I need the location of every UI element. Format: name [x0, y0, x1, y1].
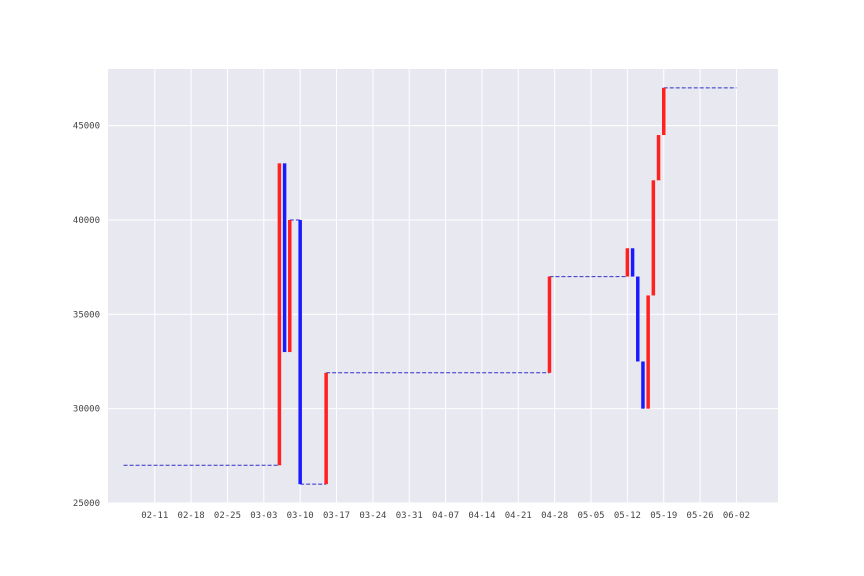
x-tick-label: 03-17 — [323, 511, 350, 521]
bars — [277, 87, 666, 485]
x-tick-label: 03-03 — [250, 511, 277, 521]
up-bar — [625, 248, 630, 277]
grid — [108, 69, 778, 504]
up-bar — [288, 219, 292, 353]
down-bar — [282, 163, 287, 353]
x-tick-label: 06-02 — [723, 511, 750, 521]
y-tick-label: 40000 — [73, 216, 100, 226]
y-tick-label: 25000 — [73, 499, 100, 509]
x-tick-label: 03-10 — [287, 511, 314, 521]
x-tick-label: 03-31 — [396, 511, 423, 521]
x-tick-label: 04-14 — [468, 511, 495, 521]
down-bar — [641, 361, 645, 409]
down-bar — [630, 248, 635, 277]
x-tick-label: 05-26 — [687, 511, 714, 521]
x-tick-label: 04-07 — [432, 511, 459, 521]
up-bar — [661, 87, 666, 136]
up-bar — [277, 163, 282, 466]
y-tick-label: 35000 — [73, 310, 100, 320]
y-tick-labels: 25000 30000 35000 40000 45000 — [73, 122, 100, 509]
x-tick-label: 04-28 — [541, 511, 568, 521]
x-tick-label: 05-05 — [577, 511, 604, 521]
x-tick-label: 02-11 — [141, 511, 168, 521]
x-tick-label: 04-21 — [505, 511, 532, 521]
y-tick-label: 30000 — [73, 405, 100, 415]
up-bar — [547, 276, 552, 373]
y-tick-label: 45000 — [73, 122, 100, 132]
up-bar — [651, 180, 656, 296]
x-tick-label: 03-24 — [359, 511, 386, 521]
x-tick-label: 05-19 — [650, 511, 677, 521]
up-bar — [324, 372, 328, 485]
x-tick-labels: 02-11 02-18 02-25 03-03 03-10 03-17 03-24 03-31… — [141, 511, 750, 521]
x-tick-label: 05-12 — [614, 511, 641, 521]
x-tick-label: 02-18 — [178, 511, 205, 521]
up-bar — [656, 135, 661, 181]
up-bar — [646, 295, 650, 409]
plot-background — [108, 69, 778, 503]
down-bar — [298, 219, 302, 485]
down-bar — [636, 276, 640, 362]
x-tick-label: 02-25 — [214, 511, 241, 521]
